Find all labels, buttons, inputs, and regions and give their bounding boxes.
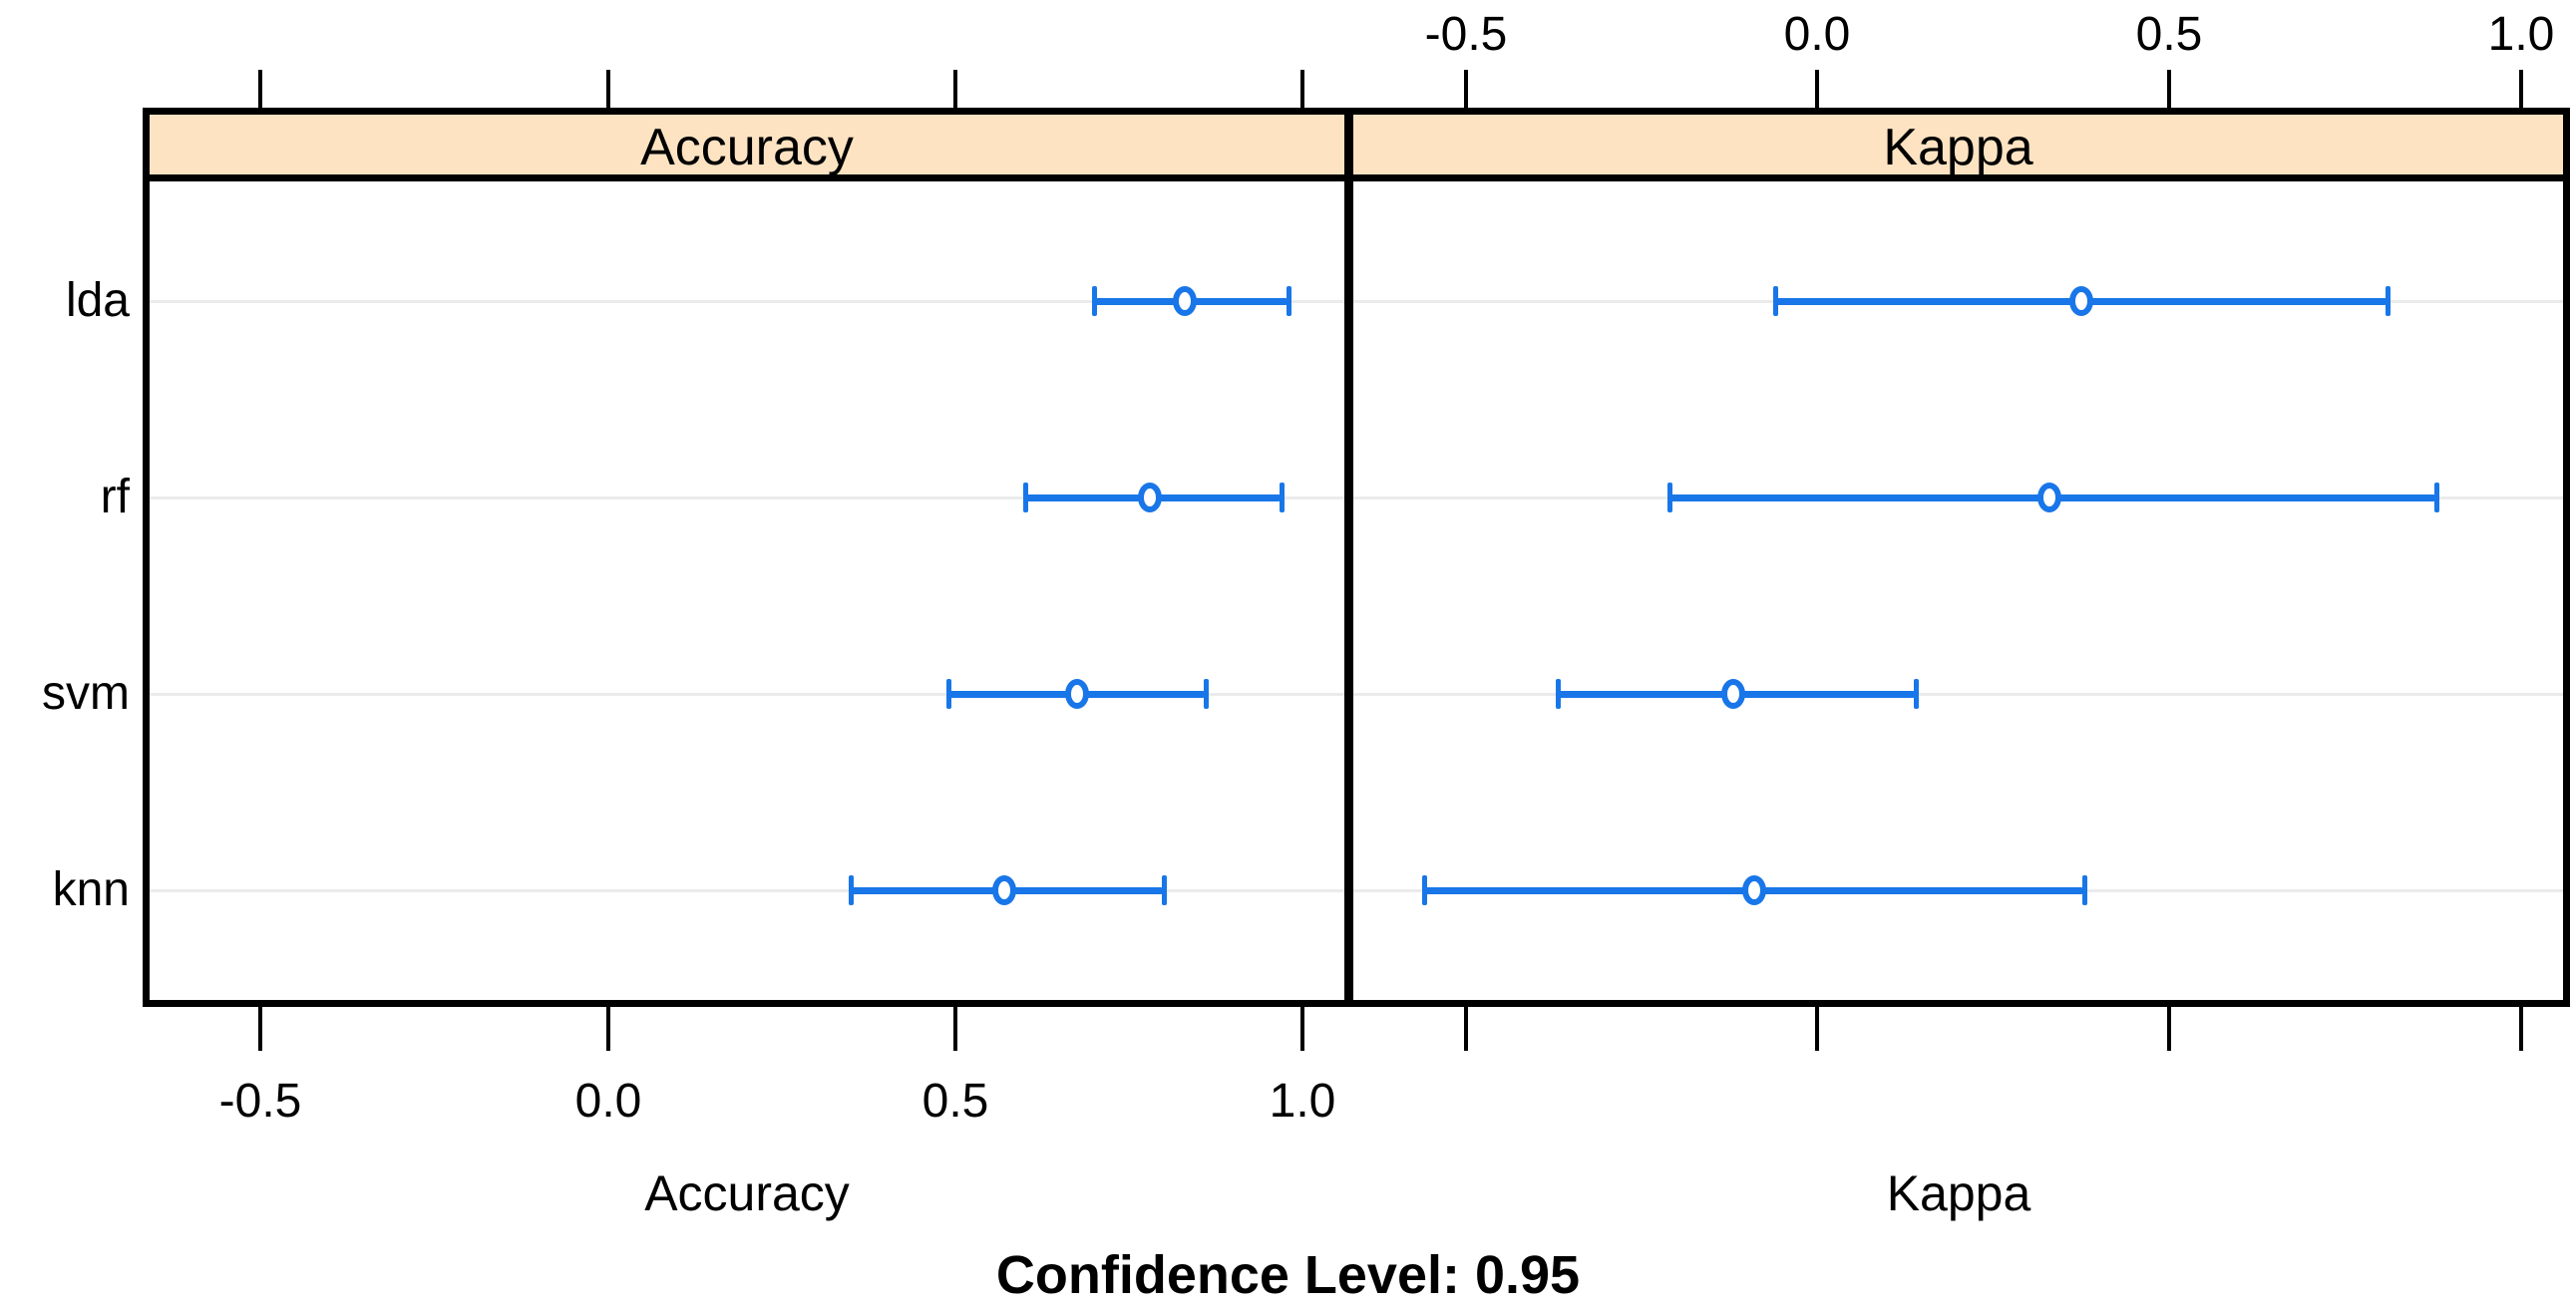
axis-tick [258, 70, 262, 108]
x-axis-title-kappa: Kappa [1886, 1165, 2031, 1221]
ci-endcap-upper [1204, 679, 1209, 709]
mean-marker [1173, 286, 1197, 316]
mean-marker [2069, 286, 2093, 316]
category-label: svm [42, 667, 130, 720]
axis-tick-label: 1.0 [2487, 8, 2555, 61]
panel-header-accuracy: Accuracy [640, 119, 854, 176]
axis-tick [258, 1007, 262, 1051]
axis-tick-label: -0.5 [218, 1075, 302, 1128]
axis-tick [2167, 70, 2171, 108]
ci-endcap-lower [849, 875, 854, 905]
axis-tick-label: -0.5 [1424, 8, 1508, 61]
axis-tick-label: 0.5 [2135, 8, 2203, 61]
panel-divider [1344, 108, 1353, 1007]
axis-tick [2167, 1007, 2171, 1051]
axis-tick [1815, 1007, 1819, 1051]
ci-endcap-lower [1092, 286, 1097, 316]
panel-header-kappa: Kappa [1883, 119, 2033, 176]
mean-marker [1742, 875, 1766, 905]
axis-tick-label: 1.0 [1269, 1075, 1336, 1128]
row-gridline [1353, 693, 2563, 696]
ci-endcap-upper [1914, 679, 1919, 709]
category-label: knn [52, 863, 130, 916]
row-gridline [150, 889, 1344, 892]
row-gridline [150, 496, 1344, 499]
axis-tick [606, 1007, 610, 1051]
row-gridline [150, 693, 1344, 696]
axis-tick [2519, 70, 2523, 108]
panel-frame [143, 108, 2570, 1007]
confidence-level-caption: Confidence Level: 0.95 [995, 1245, 1581, 1305]
panel-strip [143, 108, 2570, 181]
ci-endcap-lower [1023, 483, 1028, 512]
axis-tick [953, 70, 957, 108]
axis-tick [953, 1007, 957, 1051]
axis-tick [1300, 70, 1304, 108]
axis-tick-label: 0.0 [1783, 8, 1851, 61]
ci-endcap-upper [2434, 483, 2439, 512]
mean-marker [1721, 679, 1745, 709]
axis-tick [1464, 70, 1468, 108]
row-gridline [150, 300, 1344, 303]
axis-tick-label: 0.0 [574, 1075, 642, 1128]
mean-marker [1065, 679, 1089, 709]
ci-endcap-upper [2082, 875, 2087, 905]
mean-marker [992, 875, 1016, 905]
x-axis-title-accuracy: Accuracy [644, 1165, 850, 1221]
ci-endcap-lower [1773, 286, 1778, 316]
ci-endcap-lower [1556, 679, 1561, 709]
axis-tick [1464, 1007, 1468, 1051]
ci-endcap-upper [1280, 483, 1285, 512]
axis-tick [2519, 1007, 2523, 1051]
ci-endcap-upper [1162, 875, 1167, 905]
mean-marker [2037, 483, 2061, 512]
ci-endcap-lower [1667, 483, 1672, 512]
category-label: rf [100, 471, 130, 523]
category-label: lda [65, 274, 130, 327]
ci-endcap-lower [946, 679, 951, 709]
ci-endcap-lower [1422, 875, 1427, 905]
axis-tick [1815, 70, 1819, 108]
mean-marker [1138, 483, 1162, 512]
ci-endcap-upper [1287, 286, 1291, 316]
axis-tick-label: 0.5 [921, 1075, 989, 1128]
axis-tick [1300, 1007, 1304, 1051]
ci-endcap-upper [2386, 286, 2391, 316]
axis-tick [606, 70, 610, 108]
